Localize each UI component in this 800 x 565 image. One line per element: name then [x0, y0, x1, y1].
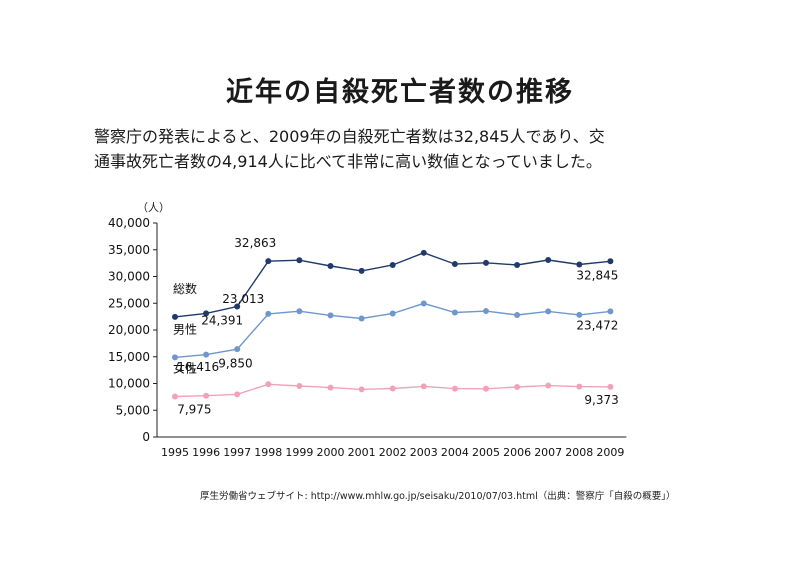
x-tick-label: 1997 [223, 446, 251, 459]
data-point [265, 310, 272, 317]
description-line: 警察庁の発表によると、2009年の自殺死亡者数は32,845人であり、交 [94, 127, 605, 146]
data-point [358, 267, 365, 274]
y-tick-label: 35,000 [108, 243, 150, 257]
data-point [576, 311, 583, 318]
data-point [420, 383, 427, 390]
data-point [607, 258, 614, 265]
data-point [327, 384, 334, 391]
data-point [514, 384, 521, 391]
y-tick-label: 40,000 [108, 216, 150, 230]
x-tick-label: 2005 [472, 446, 500, 459]
data-point [514, 311, 521, 318]
data-point [296, 308, 303, 315]
data-label: 16,416 [177, 360, 219, 374]
data-point [576, 383, 583, 390]
y-axis-label: （人） [137, 201, 170, 214]
series-label: 男性 [173, 322, 197, 336]
data-point [545, 308, 552, 315]
data-point [389, 385, 396, 392]
x-tick-label: 2009 [596, 446, 624, 459]
description-line: 通事故死亡者数の4,914人に比べて非常に高い数値となっていました。 [94, 152, 602, 171]
data-label: 23,013 [222, 292, 264, 306]
y-tick-label: 20,000 [108, 323, 150, 337]
data-point [234, 346, 241, 353]
y-tick-label: 0 [142, 430, 150, 444]
data-point [327, 263, 334, 270]
data-point [327, 312, 334, 319]
source-note: 厚生労働省ウェブサイト: http://www.mhlw.go.jp/seisa… [200, 491, 676, 502]
series-label: 総数 [173, 281, 197, 296]
data-point [203, 310, 210, 317]
y-tick-label: 5,000 [116, 403, 150, 417]
data-point [234, 303, 241, 310]
data-point [451, 261, 458, 268]
x-tick-label: 1995 [161, 446, 189, 459]
y-tick-label: 10,000 [108, 377, 150, 391]
data-point [514, 261, 521, 268]
data-point [483, 259, 489, 266]
data-point [358, 315, 365, 322]
data-label: 32,863 [234, 236, 276, 250]
data-label: 24,391 [201, 314, 243, 328]
y-tick-label: 25,000 [108, 296, 150, 310]
y-tick-label: 15,000 [108, 350, 150, 364]
data-label: 9,850 [218, 356, 252, 370]
x-tick-label: 2001 [348, 446, 376, 459]
data-point [420, 300, 427, 307]
data-point [389, 262, 396, 269]
data-point [265, 258, 272, 265]
x-tick-label: 2004 [441, 446, 469, 459]
data-point [420, 249, 427, 256]
data-label: 9,373 [584, 393, 618, 407]
x-tick-label: 1999 [285, 446, 313, 459]
data-point [172, 354, 178, 361]
description: 警察庁の発表によると、2009年の自殺死亡者数は32,845人であり、交 通事故… [94, 124, 744, 174]
data-label: 23,472 [576, 318, 618, 332]
data-point [607, 308, 614, 315]
x-tick-label: 2008 [565, 446, 593, 459]
data-point [545, 382, 552, 389]
data-point [203, 351, 210, 358]
data-point [172, 313, 178, 320]
x-tick-label: 1996 [192, 446, 220, 459]
page-title: 近年の自殺死亡者数の推移 [226, 77, 574, 108]
x-tick-label: 2003 [410, 446, 438, 459]
x-tick-label: 2000 [317, 446, 345, 459]
data-point [389, 310, 396, 317]
data-point [576, 261, 583, 268]
x-tick-label: 2007 [534, 446, 562, 459]
data-point [545, 256, 552, 263]
x-tick-label: 1998 [254, 446, 282, 459]
data-point [451, 309, 458, 316]
data-point [234, 391, 241, 398]
data-point [451, 385, 458, 392]
data-point [172, 393, 178, 400]
data-point [483, 308, 489, 315]
data-point [296, 382, 303, 389]
data-point [607, 383, 614, 390]
x-tick-label: 2006 [503, 446, 531, 459]
y-tick-label: 30,000 [108, 270, 150, 284]
data-point [358, 386, 365, 393]
data-label: 7,975 [177, 402, 211, 416]
data-label: 32,845 [576, 268, 618, 282]
data-point [203, 392, 210, 399]
data-point [483, 385, 489, 392]
x-tick-label: 2002 [379, 446, 407, 459]
data-point [265, 381, 272, 388]
series-label: 女性 [173, 360, 197, 375]
data-point [296, 257, 303, 264]
